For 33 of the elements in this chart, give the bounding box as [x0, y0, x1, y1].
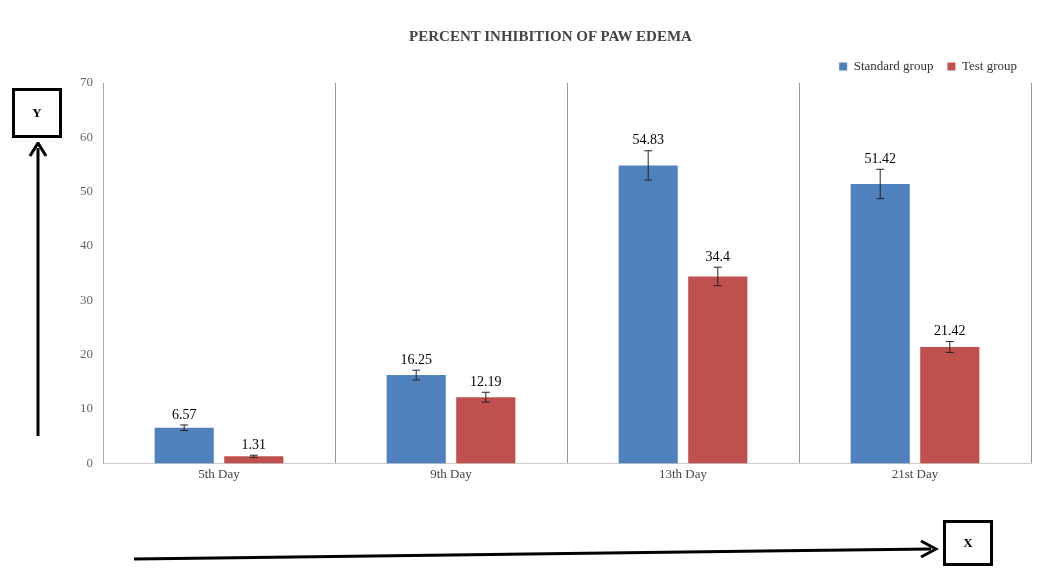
y-tick-label: 60 [80, 128, 93, 144]
bar [618, 165, 678, 464]
y-tick-label: 50 [80, 183, 93, 199]
y-tick-label: 30 [80, 291, 93, 307]
data-label: 6.57 [171, 406, 197, 422]
bar [154, 427, 214, 464]
bar [850, 183, 910, 464]
x-tick-label: 21st Day [891, 465, 939, 481]
data-label: 54.83 [632, 132, 664, 148]
bar [688, 276, 748, 464]
data-label: 1.31 [241, 436, 267, 452]
data-label: 51.42 [864, 150, 896, 166]
x-tick-label: 9th Day [430, 465, 473, 481]
y-tick-label: 40 [80, 237, 93, 253]
y-tick-label: 0 [86, 454, 93, 470]
legend-label: Test group [961, 57, 1018, 73]
y-tick-label: 20 [80, 346, 93, 362]
bar [920, 347, 980, 464]
chart-title: PERCENT INHIBITION OF PAW EDEMA [409, 27, 693, 44]
bar [224, 456, 284, 464]
data-label: 12.19 [470, 373, 502, 389]
x-tick-label: 5th Day [198, 465, 241, 481]
data-label: 34.4 [705, 248, 731, 264]
legend-label: Standard group [853, 57, 934, 73]
data-label: 21.42 [934, 323, 966, 339]
x-axis-title: X [943, 520, 993, 566]
y-tick-label: 10 [80, 400, 93, 416]
bar [456, 397, 516, 464]
y-axis-title: Y [12, 88, 62, 138]
y-tick-label: 70 [80, 74, 93, 90]
x-tick-label: 13th Day [658, 465, 708, 481]
data-label: 16.25 [400, 351, 432, 367]
bar [386, 375, 446, 464]
